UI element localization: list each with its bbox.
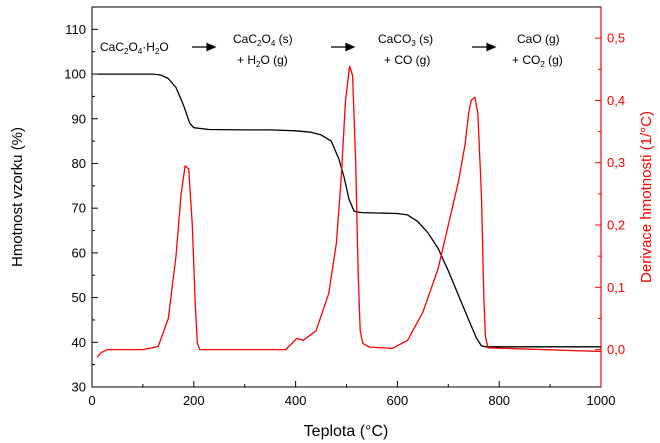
- y-left-tick-label: 70: [72, 201, 86, 216]
- arrow-2-head: [345, 42, 356, 52]
- y-left-tick-label: 30: [72, 380, 86, 395]
- x-axis: 0 200 400 600 800 1000: [88, 381, 615, 408]
- y-left-tick-label: 90: [72, 111, 86, 126]
- y-right-tick-label: 0,5: [607, 31, 625, 46]
- annotation-step1-line2: + H2O (g): [237, 53, 288, 69]
- annotation-step3-line1: CaO (g): [517, 32, 560, 46]
- derivative-curve: [96, 65, 602, 358]
- y-left-tick-label: 80: [72, 156, 86, 171]
- y-left-tick-label: 100: [64, 67, 86, 82]
- y-right-tick-label: 0,0: [607, 342, 625, 357]
- arrow-1-head: [206, 42, 217, 52]
- x-tick-label: 1000: [587, 393, 616, 408]
- annotation-step2-line1: CaCO3 (s): [378, 32, 433, 48]
- x-tick-label: 800: [488, 393, 510, 408]
- y-left-tick-label: 40: [72, 335, 86, 350]
- y-right-tick-label: 0,1: [607, 280, 625, 295]
- y-right-tick-label: 0,3: [607, 155, 625, 170]
- annotation-step3-line2: + CO2 (g): [512, 53, 563, 69]
- x-tick-label: 400: [285, 393, 307, 408]
- annotation-step1-line1: CaC2O4 (s): [233, 32, 293, 48]
- right-axis: 0,0 0,1 0,2 0,3 0,4 0,5: [595, 7, 625, 387]
- y-axis-label-left: Hmotnost vzorku (%): [9, 127, 26, 267]
- left-axis: 30 40 50 60 70 80 90 100 110: [64, 22, 98, 395]
- x-tick-label: 600: [387, 393, 409, 408]
- plot-area: [91, 6, 602, 388]
- y-right-tick-label: 0,2: [607, 218, 625, 233]
- y-left-tick-label: 60: [72, 245, 86, 260]
- annotation-step2-line2: + CO (g): [384, 53, 430, 67]
- y-right-tick-label: 0,4: [607, 93, 625, 108]
- x-axis-label: Teplota (°C): [304, 423, 389, 440]
- y-axis-label-right: Derivace hmotnosti (1/°C): [638, 111, 655, 283]
- y-left-tick-label: 50: [72, 290, 86, 305]
- series-group: [96, 65, 602, 358]
- annotation-reactant: CaC2O4·H2O: [100, 40, 169, 56]
- y-left-tick-label: 110: [65, 22, 86, 37]
- x-tick-label: 200: [183, 393, 205, 408]
- reaction-arrows: [192, 42, 497, 52]
- x-tick-label: 0: [88, 393, 95, 408]
- annotations: CaC2O4·H2O CaC2O4 (s) + H2O (g) CaCO3 (s…: [100, 32, 563, 69]
- arrow-3-head: [486, 42, 497, 52]
